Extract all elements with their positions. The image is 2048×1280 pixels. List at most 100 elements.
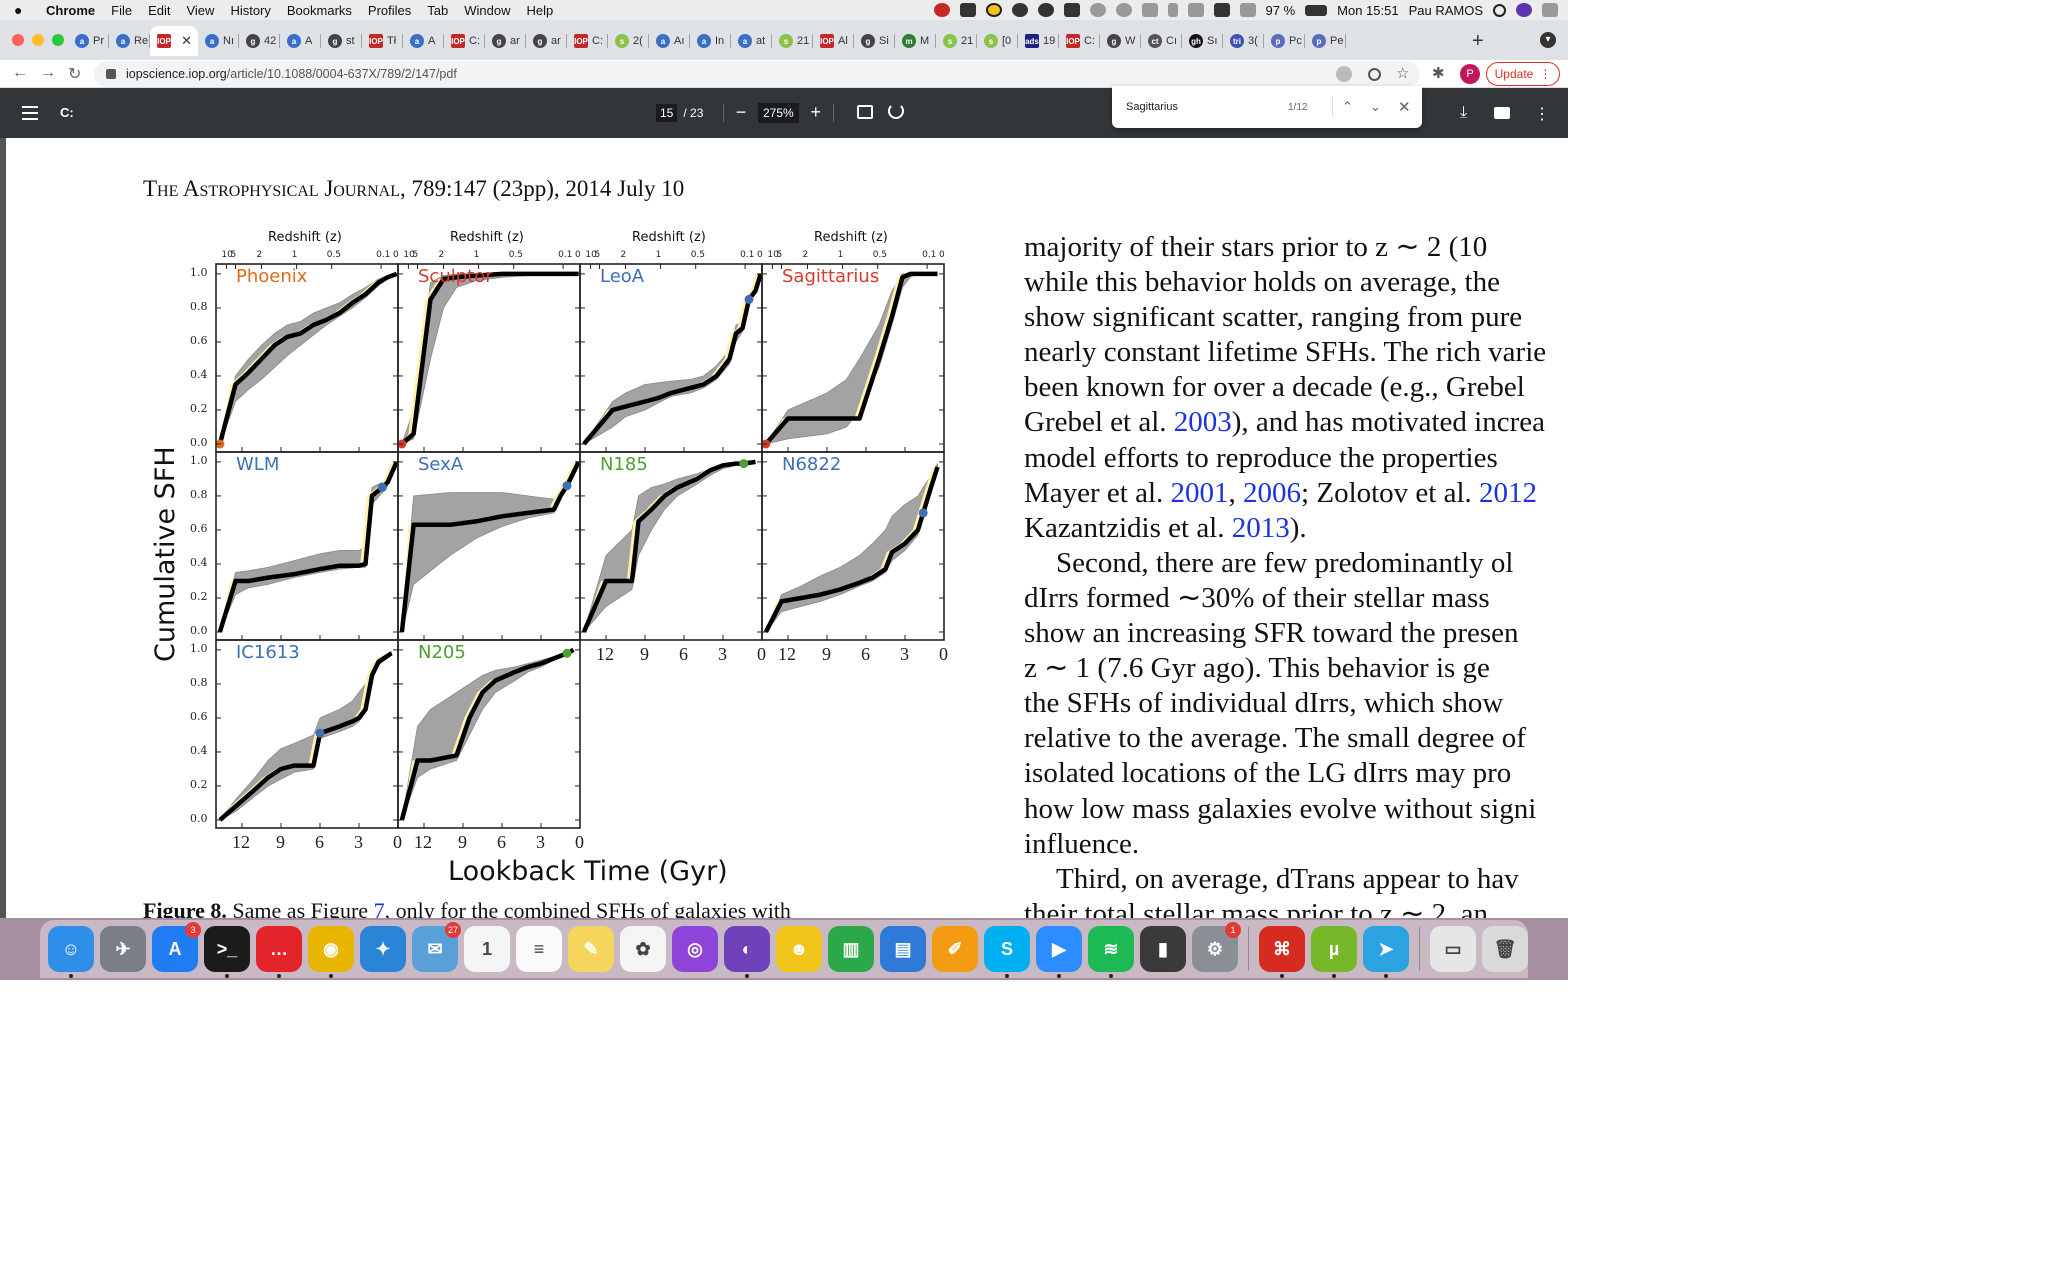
browser-tab[interactable]: s 21 (772, 26, 813, 56)
browser-tab[interactable]: IOP C: (444, 26, 485, 56)
menu-edit[interactable]: Edit (148, 2, 171, 18)
browser-tab[interactable]: IOP ✕ (150, 26, 198, 56)
find-close-icon[interactable]: ✕ (1398, 99, 1411, 116)
extensions-icon[interactable]: ✱ (1432, 65, 1445, 82)
system-preferences-icon[interactable]: ⚙ 1 (1192, 922, 1241, 972)
utorrent-icon[interactable]: µ (1311, 926, 1357, 978)
forward-button[interactable]: → (40, 64, 56, 81)
menu-app-name[interactable]: Chrome (46, 2, 96, 18)
browser-tab[interactable]: ct Cı (1141, 26, 1182, 56)
spotlight-icon[interactable] (1493, 3, 1506, 17)
safari-icon[interactable]: ✦ (360, 926, 406, 972)
mail-icon[interactable]: ✉ 27 (412, 922, 461, 972)
browser-tab[interactable]: a Aı (649, 26, 690, 56)
browser-tab[interactable]: a In (690, 26, 731, 56)
skype-icon[interactable]: S (984, 926, 1030, 978)
browser-tab[interactable]: tri 3( (1223, 26, 1264, 56)
find-next-icon[interactable]: ⌄ (1370, 99, 1381, 114)
bluetooth-icon[interactable] (1167, 3, 1178, 17)
wifi-icon[interactable] (1239, 3, 1256, 17)
address-bar[interactable]: iopscience.iop.org/article/10.1088/0004-… (94, 61, 1420, 87)
launchpad-icon[interactable]: ✈ (100, 926, 146, 972)
telegram-icon[interactable]: ➤ (1363, 926, 1409, 978)
menu-tab[interactable]: Tab (427, 2, 449, 18)
amphetamine-icon[interactable] (985, 3, 1002, 17)
globe-icon[interactable] (1089, 3, 1106, 17)
browser-tab[interactable]: IOP C: (567, 26, 608, 56)
browser-tab[interactable]: a Re (109, 26, 150, 56)
pages-icon[interactable]: ✐ (932, 926, 978, 972)
profile-avatar[interactable]: P (1460, 64, 1480, 84)
check-icon[interactable] (1037, 3, 1054, 17)
pdf-more-icon[interactable]: ⋮ (1534, 106, 1550, 123)
reload-button[interactable]: ↻ (68, 66, 82, 83)
browser-tab[interactable]: IOP Al (813, 26, 854, 56)
zoom-level-input[interactable]: 275% (758, 102, 799, 123)
lock-icon[interactable] (106, 69, 116, 79)
close-window-icon[interactable] (12, 34, 24, 46)
menu-profiles[interactable]: Profiles (367, 2, 412, 18)
reminders-icon[interactable]: ≡ (516, 926, 562, 972)
notes-icon[interactable]: ✎ (568, 926, 614, 972)
browser-tab[interactable]: a Pr (68, 26, 109, 56)
numbers-icon[interactable]: ▥ (828, 926, 874, 972)
tab-search-icon[interactable]: ▾ (1540, 32, 1556, 48)
app-status-icon[interactable] (959, 3, 976, 17)
citation-link[interactable]: 2006 (1243, 476, 1302, 509)
memory-icon[interactable] (1187, 3, 1204, 17)
keyboard-input-icon[interactable] (1213, 3, 1230, 17)
citation-link[interactable]: 2003 (1173, 406, 1232, 439)
user-name[interactable]: Pau RAMOS (1408, 2, 1483, 18)
zoom-out-button[interactable]: − (735, 102, 747, 122)
browser-tab[interactable]: g ar (526, 26, 567, 56)
podcasts-icon[interactable]: ◎ (672, 926, 718, 972)
menu-bookmarks[interactable]: Bookmarks (286, 2, 352, 18)
new-tab-button[interactable]: + (1472, 30, 1484, 52)
citation-link[interactable]: 2013 (1231, 511, 1290, 544)
browser-tab[interactable]: g st (321, 26, 362, 56)
remote-icon[interactable]: ▮ (1140, 926, 1186, 972)
time-machine-icon[interactable] (1115, 3, 1132, 17)
photos-icon[interactable]: ✿ (620, 926, 666, 972)
zoom-window-icon[interactable] (52, 34, 64, 46)
citation-link[interactable]: 2001 (1170, 476, 1229, 509)
notification-icon[interactable] (933, 3, 950, 17)
browser-tab[interactable]: s [0 (977, 26, 1018, 56)
page-number-input[interactable]: 15 (656, 104, 678, 122)
minimize-window-icon[interactable] (32, 34, 44, 46)
fit-page-icon[interactable] (857, 105, 873, 119)
page-search-icon[interactable] (1336, 66, 1352, 82)
siri-icon[interactable] (1516, 3, 1532, 17)
server-icon[interactable] (1063, 3, 1080, 17)
browser-tab[interactable]: p Pc (1264, 26, 1305, 56)
terminal-icon[interactable]: >_ (204, 926, 250, 978)
print-icon[interactable] (1494, 107, 1510, 119)
browser-tab[interactable]: gh Sı (1182, 26, 1223, 56)
citation-link[interactable]: 2012 (1479, 476, 1538, 509)
browser-tab[interactable]: s 2( (608, 26, 649, 56)
menu-file[interactable]: File (111, 2, 133, 18)
browser-tab[interactable]: ads 19 (1018, 26, 1059, 56)
download-icon[interactable]: ⤓ (1460, 104, 1468, 121)
rotate-icon[interactable] (888, 103, 904, 119)
browser-tab[interactable]: p Pe (1305, 26, 1346, 56)
airplay-icon[interactable] (1141, 3, 1158, 17)
chrome-icon[interactable]: ◉ (308, 926, 354, 978)
control-center-icon[interactable] (1542, 3, 1558, 17)
sidebar-menu-icon[interactable] (22, 106, 38, 120)
battery-percent[interactable]: 97 % (1265, 2, 1296, 18)
finder-icon[interactable]: ☺ (48, 926, 94, 978)
github-icon[interactable]: ◐ (724, 926, 770, 978)
battery-icon[interactable] (1305, 4, 1328, 16)
menu-history[interactable]: History (230, 2, 271, 18)
browser-tab[interactable]: s 21 (936, 26, 977, 56)
cyberduck-icon[interactable]: ☻ (776, 926, 822, 972)
browser-tab[interactable]: g Si (854, 26, 895, 56)
update-button[interactable]: Update ⋮ (1486, 62, 1560, 86)
browser-tab[interactable]: a Nı (198, 26, 239, 56)
